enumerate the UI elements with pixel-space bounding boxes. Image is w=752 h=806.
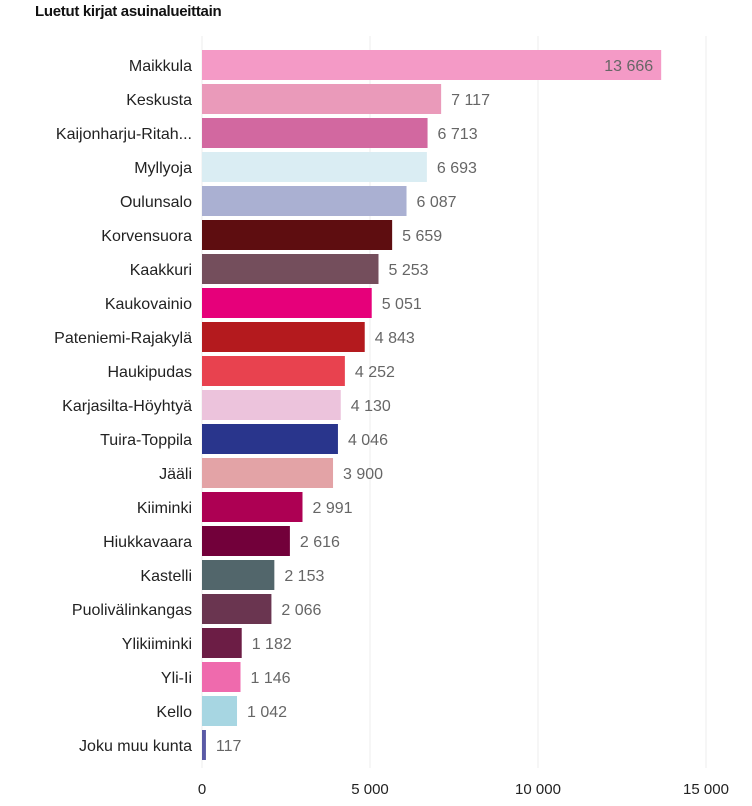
category-label: Maikkula xyxy=(129,58,192,75)
value-label: 117 xyxy=(216,738,242,755)
bar xyxy=(202,356,345,386)
bar xyxy=(202,560,275,590)
category-label: Kaukovainio xyxy=(105,296,192,313)
category-label: Yli-Ii xyxy=(161,670,192,687)
x-tick-label: 10 000 xyxy=(515,781,561,798)
value-label: 7 117 xyxy=(451,92,490,109)
value-label: 13 666 xyxy=(604,58,653,75)
bar xyxy=(202,220,393,250)
bar xyxy=(202,288,372,318)
value-label: 2 066 xyxy=(281,602,321,619)
bar xyxy=(202,424,338,454)
category-label: Joku muu kunta xyxy=(79,738,192,755)
value-label: 1 182 xyxy=(252,636,292,653)
value-label: 6 713 xyxy=(438,126,478,143)
category-label: Jääli xyxy=(159,466,192,483)
value-label: 1 042 xyxy=(247,704,287,721)
value-label: 2 991 xyxy=(312,500,352,517)
bar xyxy=(202,492,303,522)
value-label: 4 252 xyxy=(355,364,395,381)
bar xyxy=(202,152,427,182)
value-label: 3 900 xyxy=(343,466,383,483)
category-label: Oulunsalo xyxy=(120,194,192,211)
value-label: 4 843 xyxy=(375,330,415,347)
category-label: Tuira-Toppila xyxy=(100,432,192,449)
value-label: 6 087 xyxy=(417,194,457,211)
category-label: Kaakkuri xyxy=(130,262,192,279)
x-tick-label: 15 000 xyxy=(683,781,729,798)
value-label: 5 051 xyxy=(382,296,422,313)
category-label: Puolivälinkangas xyxy=(72,602,192,619)
bar xyxy=(202,696,238,726)
category-label: Karjasilta-Höyhtyä xyxy=(62,398,192,415)
value-label: 6 693 xyxy=(437,160,477,177)
category-label: Kastelli xyxy=(140,568,192,585)
category-label: Ylikiiminki xyxy=(122,636,192,653)
bar xyxy=(202,186,407,216)
bar xyxy=(202,662,241,692)
value-label: 2 153 xyxy=(284,568,324,585)
bar xyxy=(202,118,428,148)
bar xyxy=(202,254,379,284)
bar xyxy=(202,594,272,624)
chart-title: Luetut kirjat asuinalueittain xyxy=(35,3,222,20)
bar xyxy=(202,50,662,80)
bar xyxy=(202,84,442,114)
bar xyxy=(202,458,334,488)
category-label: Kaijonharju-Ritah... xyxy=(56,126,192,143)
bar xyxy=(202,526,290,556)
bar xyxy=(202,730,206,760)
category-label: Haukipudas xyxy=(108,364,193,381)
category-label: Pateniemi-Rajakylä xyxy=(54,330,192,347)
bar xyxy=(202,628,242,658)
bar xyxy=(202,322,365,352)
value-label: 1 146 xyxy=(251,670,291,687)
value-label: 4 046 xyxy=(348,432,388,449)
category-label: Korvensuora xyxy=(101,228,192,245)
value-label: 5 253 xyxy=(389,262,429,279)
category-label: Hiukkavaara xyxy=(103,534,192,551)
category-label: Kello xyxy=(156,704,192,721)
value-label: 5 659 xyxy=(402,228,442,245)
x-tick-label: 5 000 xyxy=(351,781,389,798)
category-label: Myllyoja xyxy=(134,160,192,177)
x-tick-label: 0 xyxy=(198,781,206,798)
bar xyxy=(202,390,341,420)
value-label: 2 616 xyxy=(300,534,340,551)
category-label: Kiiminki xyxy=(137,500,192,517)
value-label: 4 130 xyxy=(351,398,391,415)
category-label: Keskusta xyxy=(126,92,192,109)
